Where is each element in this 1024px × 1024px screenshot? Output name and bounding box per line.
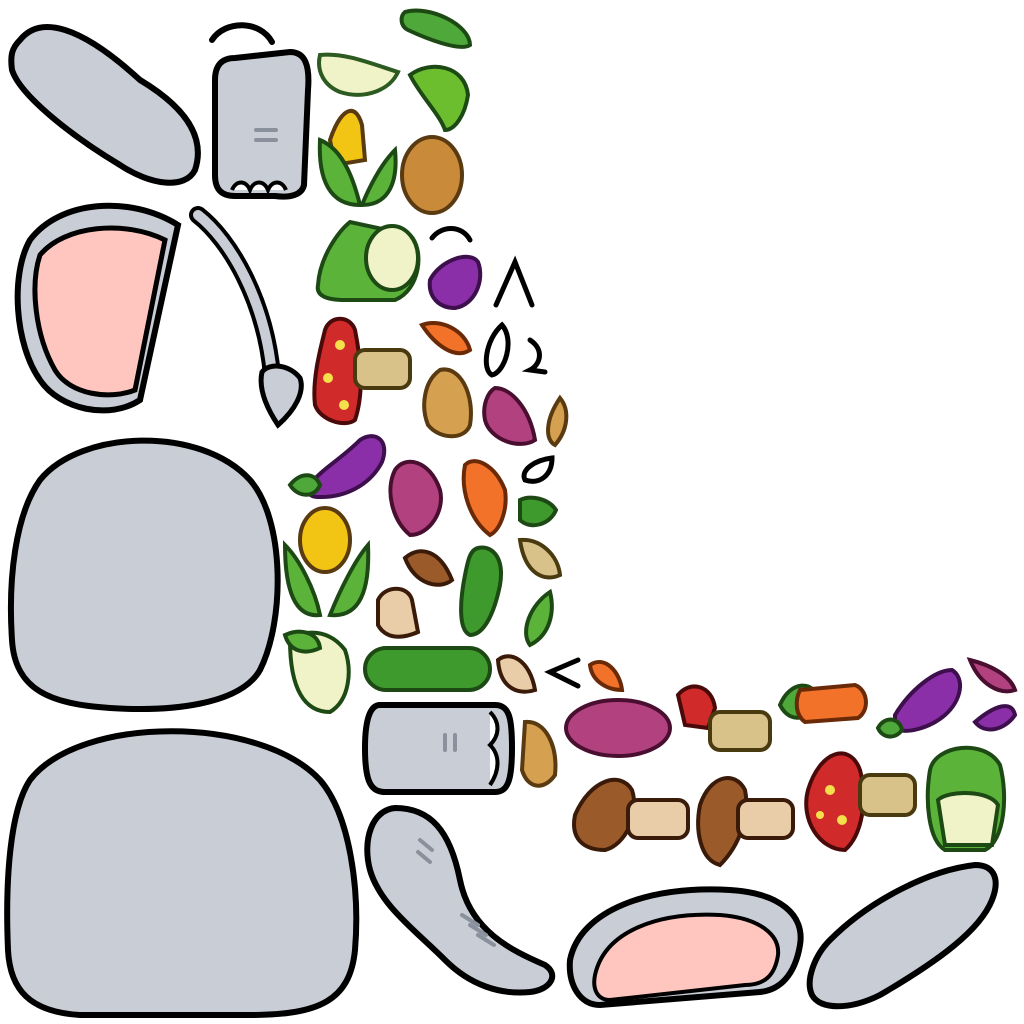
torso-lower-sprite: [4, 728, 360, 1018]
leaf-sprite: [524, 588, 554, 648]
sweet-potato-chip-sprite: [966, 657, 1018, 694]
torso-upper-sprite: [7, 437, 281, 712]
arm-sprite: [361, 702, 516, 795]
mushroom-brown-sprite: [376, 549, 455, 639]
cabbage-slice-sprite: [317, 52, 401, 97]
cucumber-sprite: [399, 8, 473, 49]
corn-large-sprite: [282, 506, 371, 618]
eggplant-sprite: [287, 434, 387, 500]
potato-chip-3-sprite: [519, 719, 558, 788]
ear-inner-bottom-sprite: [566, 886, 804, 1009]
cabbage-sprite: [925, 745, 1007, 852]
cucumber-horizontal-sprite: [363, 646, 492, 692]
face-marks-sprite: [429, 226, 581, 689]
mushroom-red-small-sprite: [675, 684, 772, 752]
mushroom-red-sprite: [312, 316, 412, 426]
leg-sprite: [364, 804, 556, 996]
sweet-potato-sprite: [388, 459, 443, 538]
cabbage-half-sprite: [282, 629, 351, 715]
cut-cucumber-sprite: [407, 64, 471, 133]
carrot-piece-sprite: [418, 321, 473, 356]
potato-sprite: [400, 135, 464, 215]
eyebrow-sprite: [209, 22, 275, 45]
carrot-sprite: [461, 459, 508, 538]
snout-sprite: [212, 49, 312, 200]
tail-sprite: [189, 206, 304, 429]
cucumber-slice-sprite: [518, 495, 559, 528]
carrot-chip-sprite: [587, 660, 625, 693]
corn-sprite: [317, 109, 398, 208]
mushroom-brown-large-sprite: [572, 777, 690, 853]
ear-left-sprite: [8, 24, 201, 186]
ear-right-sprite: [806, 861, 999, 1010]
cucumber-long-sprite: [459, 545, 503, 638]
potato-chip-sprite: [546, 394, 569, 448]
sweet-potato-large-sprite: [564, 698, 672, 758]
eggplant-chip-sprite: [972, 704, 1018, 732]
eggplant-2-sprite: [875, 667, 962, 739]
ear-inner-sprite: [14, 202, 182, 414]
mushroom-brown-2-sprite: [696, 776, 795, 868]
potato-chip-2-sprite: [517, 537, 563, 580]
eggplant-piece-sprite: [427, 254, 483, 311]
mushroom-chip-sprite: [495, 654, 538, 694]
potato-slice-sprite: [422, 367, 473, 439]
bok-choy-sprite: [315, 219, 421, 302]
sweet-potato-piece-sprite: [482, 385, 538, 446]
carrot-whole-sprite: [777, 682, 868, 725]
mushroom-red-large-sprite: [804, 751, 917, 853]
